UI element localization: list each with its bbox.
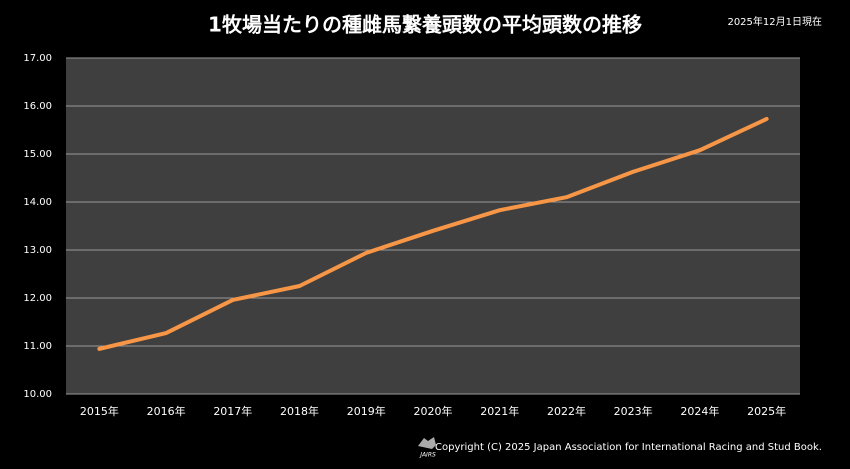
x-tick-label: 2024年 — [680, 404, 719, 418]
logo-icon — [418, 437, 436, 449]
y-tick-label: 11.00 — [23, 341, 52, 352]
y-tick-label: 13.00 — [23, 245, 52, 256]
y-tick-label: 10.00 — [23, 389, 52, 400]
x-tick-label: 2025年 — [747, 404, 786, 418]
logo: JAIRS — [418, 437, 436, 459]
x-tick-label: 2016年 — [147, 404, 186, 418]
plot-area — [66, 58, 800, 394]
x-tick-label: 2021年 — [480, 404, 519, 418]
y-tick-label: 15.00 — [23, 149, 52, 160]
x-tick-label: 2023年 — [614, 404, 653, 418]
logo-text: JAIRS — [419, 452, 436, 459]
date-note: 2025年12月1日現在 — [727, 15, 822, 28]
x-tick-label: 2017年 — [213, 404, 252, 418]
x-tick-label: 2015年 — [80, 404, 119, 418]
y-tick-label: 12.00 — [23, 293, 52, 304]
x-tick-label: 2019年 — [347, 404, 386, 418]
y-tick-label: 16.00 — [23, 101, 52, 112]
x-tick-label: 2018年 — [280, 404, 319, 418]
x-tick-label: 2020年 — [414, 404, 453, 418]
y-tick-label: 17.00 — [23, 53, 52, 64]
copyright: Copyright (C) 2025 Japan Association for… — [435, 442, 822, 453]
data-line — [97, 116, 769, 351]
x-tick-label: 2022年 — [547, 404, 586, 418]
y-tick-label: 14.00 — [23, 197, 52, 208]
chart-title: 1牧場当たりの種雌馬繋養頭数の平均頭数の推移 — [208, 13, 642, 37]
